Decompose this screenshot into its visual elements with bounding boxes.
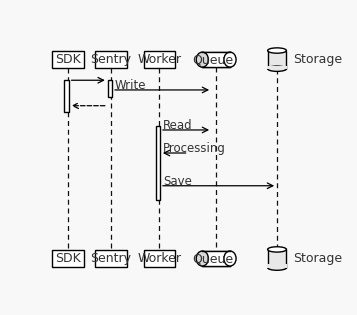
Bar	[267, 66, 287, 69]
Bar	[95, 250, 127, 267]
Bar	[268, 50, 286, 69]
Bar	[64, 80, 69, 112]
Bar	[144, 51, 175, 68]
Ellipse shape	[268, 265, 286, 270]
Bar	[202, 52, 230, 67]
Bar	[202, 52, 230, 67]
Bar	[268, 249, 286, 268]
Text: Storage: Storage	[293, 252, 342, 265]
Bar	[156, 126, 160, 200]
Ellipse shape	[268, 247, 286, 252]
Bar	[202, 251, 230, 266]
Bar	[108, 80, 112, 97]
Bar	[95, 51, 127, 68]
Text: Save: Save	[163, 175, 192, 188]
Text: Sentry: Sentry	[91, 53, 131, 66]
Text: Worker: Worker	[137, 53, 181, 66]
Text: Sentry: Sentry	[91, 252, 131, 265]
Text: Processing: Processing	[163, 142, 226, 155]
Ellipse shape	[196, 52, 208, 67]
Text: Worker: Worker	[137, 252, 181, 265]
Text: Storage: Storage	[293, 53, 342, 66]
Ellipse shape	[224, 251, 236, 266]
Text: Write: Write	[115, 79, 146, 92]
Text: Read: Read	[163, 119, 192, 132]
Ellipse shape	[224, 52, 236, 67]
Text: SDK: SDK	[55, 53, 81, 66]
Bar	[52, 250, 84, 267]
Bar	[144, 250, 175, 267]
Bar	[52, 51, 84, 68]
Bar	[202, 251, 230, 266]
Ellipse shape	[268, 66, 286, 72]
Text: Queue: Queue	[192, 53, 234, 66]
Text: Queue: Queue	[192, 252, 234, 265]
Text: SDK: SDK	[55, 252, 81, 265]
Ellipse shape	[268, 48, 286, 53]
Bar	[267, 265, 287, 268]
Ellipse shape	[196, 251, 208, 266]
